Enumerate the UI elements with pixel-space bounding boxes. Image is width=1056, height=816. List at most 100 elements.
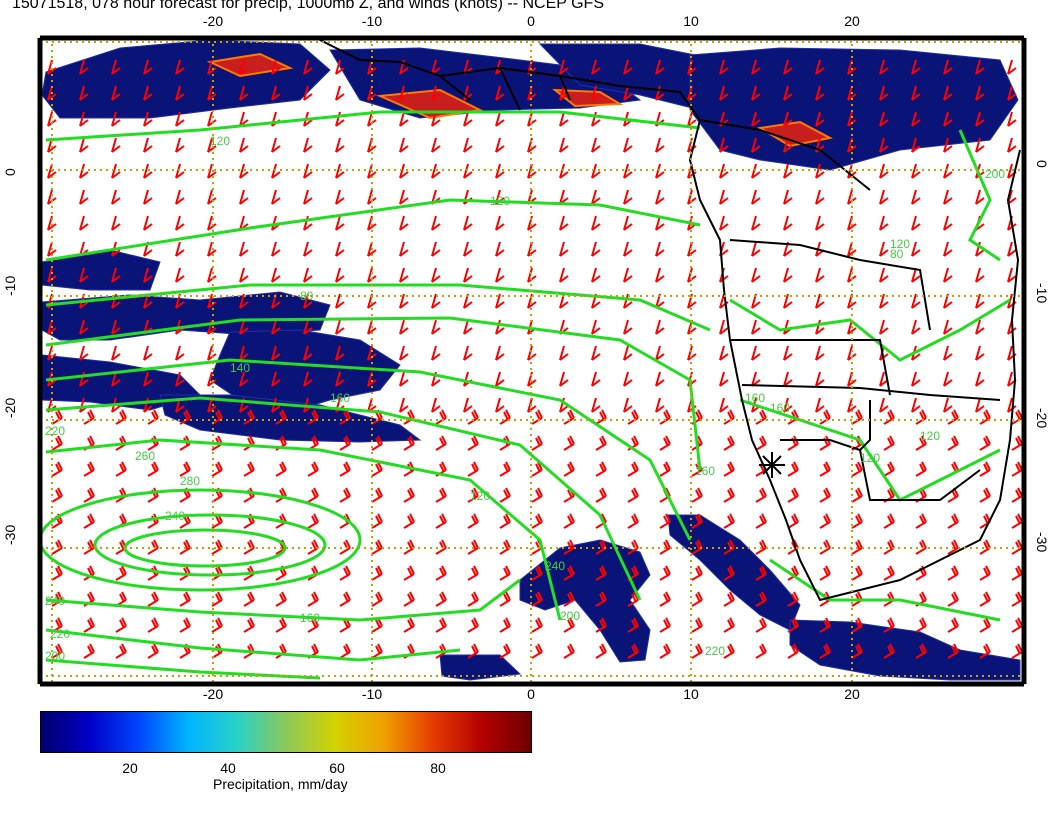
wind-barb xyxy=(435,513,447,529)
wind-barb xyxy=(879,59,889,75)
wind-barb xyxy=(335,293,345,309)
wind-barb xyxy=(623,319,633,335)
wind-barb xyxy=(623,371,633,387)
wind-barb xyxy=(879,397,889,413)
wind-barb xyxy=(563,513,575,529)
wind-barb xyxy=(559,163,569,179)
wind-barb xyxy=(111,163,121,179)
wind-barb xyxy=(659,409,671,425)
wind-barb xyxy=(559,397,569,413)
wind-barb xyxy=(915,617,927,633)
precip-colorbar xyxy=(40,711,532,753)
wind-barb xyxy=(879,293,889,309)
wind-barb xyxy=(787,591,799,607)
wind-barb xyxy=(787,513,799,529)
wind-barb xyxy=(847,85,857,101)
contour-line xyxy=(739,398,1001,502)
wind-barb xyxy=(851,617,863,633)
wind-barb xyxy=(815,319,825,335)
wind-barb xyxy=(815,293,825,309)
wind-barb xyxy=(623,85,633,101)
wind-barb xyxy=(431,85,441,101)
contour-line xyxy=(45,396,642,601)
wind-barb xyxy=(371,591,383,607)
wind-barb xyxy=(751,371,761,387)
wind-barb xyxy=(143,59,153,75)
wind-barb xyxy=(1007,59,1017,75)
wind-barb xyxy=(563,591,575,607)
wind-barb xyxy=(975,85,985,101)
wind-barb xyxy=(303,293,313,309)
wind-barb xyxy=(911,137,921,153)
wind-barb xyxy=(879,319,889,335)
precip-patch xyxy=(41,39,331,119)
lon-tick-bottom: 20 xyxy=(844,686,860,702)
colorbar-tick: 40 xyxy=(220,760,236,776)
wind-barb xyxy=(47,319,57,335)
wind-barb xyxy=(111,267,121,283)
wind-barb xyxy=(371,435,383,451)
wind-barb xyxy=(271,345,281,361)
wind-barb xyxy=(463,137,473,153)
wind-barb xyxy=(495,319,505,335)
wind-barb xyxy=(819,409,831,425)
wind-barb xyxy=(595,565,607,581)
wind-barb xyxy=(755,643,767,659)
wind-barb xyxy=(463,241,473,257)
wind-barb xyxy=(947,617,959,633)
wind-barb xyxy=(303,345,313,361)
wind-barb xyxy=(207,293,217,309)
wind-barb xyxy=(783,59,793,75)
wind-barb xyxy=(979,617,991,633)
wind-barb xyxy=(431,215,441,231)
lat-tick-left: -30 xyxy=(2,524,18,545)
wind-barb xyxy=(975,59,985,75)
wind-barb xyxy=(179,461,191,477)
colorbar-tick: 20 xyxy=(122,760,138,776)
wind-barb xyxy=(691,617,703,633)
wind-barb xyxy=(531,487,543,503)
wind-barb xyxy=(435,487,447,503)
wind-barb xyxy=(943,163,953,179)
wind-barb xyxy=(563,435,575,451)
wind-barb xyxy=(147,409,159,425)
wind-barb xyxy=(1011,435,1023,451)
wind-barb xyxy=(915,643,927,659)
wind-barb xyxy=(1007,85,1017,101)
colorbar-label: Precipitation, mm/day xyxy=(213,776,348,792)
wind-barb xyxy=(879,137,889,153)
wind-barb xyxy=(979,487,991,503)
wind-barb xyxy=(531,513,543,529)
lon-tick-bottom: -20 xyxy=(202,686,224,702)
wind-barb xyxy=(851,409,863,425)
wind-barb xyxy=(595,591,607,607)
wind-barb xyxy=(335,319,345,335)
wind-barb xyxy=(1011,565,1023,581)
wind-barb xyxy=(499,409,511,425)
wind-barb xyxy=(339,461,351,477)
wind-barb xyxy=(851,539,863,555)
wind-barb xyxy=(175,215,185,231)
wind-barb xyxy=(83,643,95,659)
wind-barb xyxy=(495,397,505,413)
wind-barb xyxy=(851,565,863,581)
map-canvas: 1208012080160200220240260280240220200160… xyxy=(37,35,1027,687)
wind-barb xyxy=(467,591,479,607)
wind-barb xyxy=(883,643,895,659)
wind-barb xyxy=(943,293,953,309)
wind-barb xyxy=(143,397,153,413)
wind-barb xyxy=(463,371,473,387)
wind-barb xyxy=(111,137,121,153)
wind-barb xyxy=(239,345,249,361)
wind-barb xyxy=(595,617,607,633)
wind-barb xyxy=(271,137,281,153)
wind-barb xyxy=(495,137,505,153)
wind-barb xyxy=(271,241,281,257)
wind-barb xyxy=(815,59,825,75)
wind-barb xyxy=(207,371,217,387)
wind-barb xyxy=(531,461,543,477)
wind-barb xyxy=(623,137,633,153)
wind-barb xyxy=(755,591,767,607)
wind-barb xyxy=(819,617,831,633)
wind-barb xyxy=(495,215,505,231)
